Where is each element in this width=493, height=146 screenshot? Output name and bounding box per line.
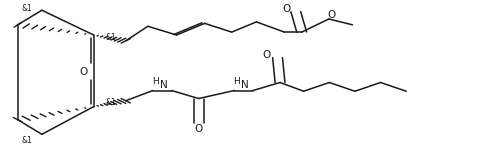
Text: O: O [80,67,88,77]
Text: &1: &1 [22,136,33,145]
Text: O: O [283,4,291,14]
Text: &1: &1 [106,33,117,42]
Text: N: N [241,80,249,90]
Text: O: O [327,10,335,20]
Text: &1: &1 [106,98,117,107]
Text: H: H [233,77,240,86]
Text: &1: &1 [22,4,33,13]
Text: O: O [263,50,271,60]
Text: N: N [160,80,168,90]
Text: O: O [195,124,203,134]
Text: H: H [152,77,159,86]
